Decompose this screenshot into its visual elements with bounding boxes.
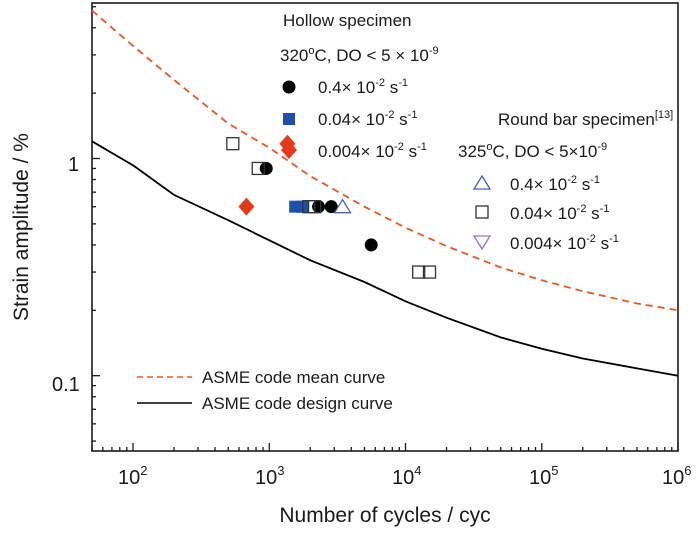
x-tick-label: 106 xyxy=(662,463,691,489)
legend-curve-mean: ASME code mean curve xyxy=(202,368,385,387)
data-point-hollow-0.4 xyxy=(364,238,378,252)
axis-ticks xyxy=(91,6,679,451)
data-point-hollow-0.004 xyxy=(238,197,255,216)
x-tick-labels: 102 103 104 105 106 xyxy=(118,463,691,489)
y-tick-label-0.1: 0.1 xyxy=(52,374,80,396)
data-point-round-0.04 xyxy=(412,265,426,279)
legend-hollow-title: Hollow specimen xyxy=(283,11,412,30)
legend-hollow: Hollow specimen 320oC, DO < 5 × 10-9 0.4… xyxy=(280,11,439,161)
legend-marker-filled-square xyxy=(283,113,295,125)
legend-round-rate-3: 0.004× 10-2 s-1 xyxy=(510,233,619,253)
legend-round: Round bar specimen[13] 325oC, DO < 5×10-… xyxy=(458,109,673,253)
y-axis-title: Strain amplitude / % xyxy=(10,133,33,321)
data-point-hollow-0.4 xyxy=(324,200,338,214)
data-markers xyxy=(226,134,437,279)
legend-hollow-rate-1: 0.4× 10-2 s-1 xyxy=(318,77,408,97)
x-tick-label: 104 xyxy=(392,463,421,489)
x-tick-label: 102 xyxy=(118,463,147,489)
x-tick-label: 103 xyxy=(255,463,284,489)
data-point-round-0.04 xyxy=(251,161,265,176)
data-point-round-0.4 xyxy=(333,198,352,214)
legend-round-rate-1: 0.4× 10-2 s-1 xyxy=(510,174,600,194)
legend-curves: ASME code mean curve ASME code design cu… xyxy=(137,368,393,413)
data-point-round-0.04 xyxy=(422,265,437,279)
legend-marker-filled-diamond xyxy=(281,141,297,159)
legend-curve-design: ASME code design curve xyxy=(202,394,393,413)
asme-mean-curve xyxy=(91,9,679,312)
legend-round-title: Round bar specimen[13] xyxy=(498,109,673,129)
y-tick-label-1: 1 xyxy=(68,154,79,176)
reference-curves xyxy=(91,9,679,377)
legend-marker-open-square xyxy=(475,205,489,219)
data-point-round-0.04 xyxy=(307,200,322,214)
legend-marker-open-triangle-down xyxy=(472,235,492,251)
legend-hollow-rate-2: 0.04× 10-2 s-1 xyxy=(318,109,417,129)
data-point-round-0.04 xyxy=(226,137,240,151)
x-axis-title: Number of cycles / cyc xyxy=(279,504,490,527)
asme-design-curve xyxy=(91,140,679,377)
legend-marker-open-triangle xyxy=(472,174,492,190)
data-point-hollow-0.4 xyxy=(312,200,326,214)
legend-round-condition: 325oC, DO < 5×10-9 xyxy=(458,141,607,161)
legend-marker-filled-circle xyxy=(282,80,296,94)
legend-hollow-condition: 320oC, DO < 5 × 10-9 xyxy=(280,45,439,65)
legend-hollow-rate-3: 0.004× 10-2 s-1 xyxy=(318,141,427,161)
data-point-hollow-0.4 xyxy=(259,161,273,175)
x-tick-label: 105 xyxy=(529,463,558,489)
legend-round-rate-2: 0.04× 10-2 s-1 xyxy=(510,203,609,223)
